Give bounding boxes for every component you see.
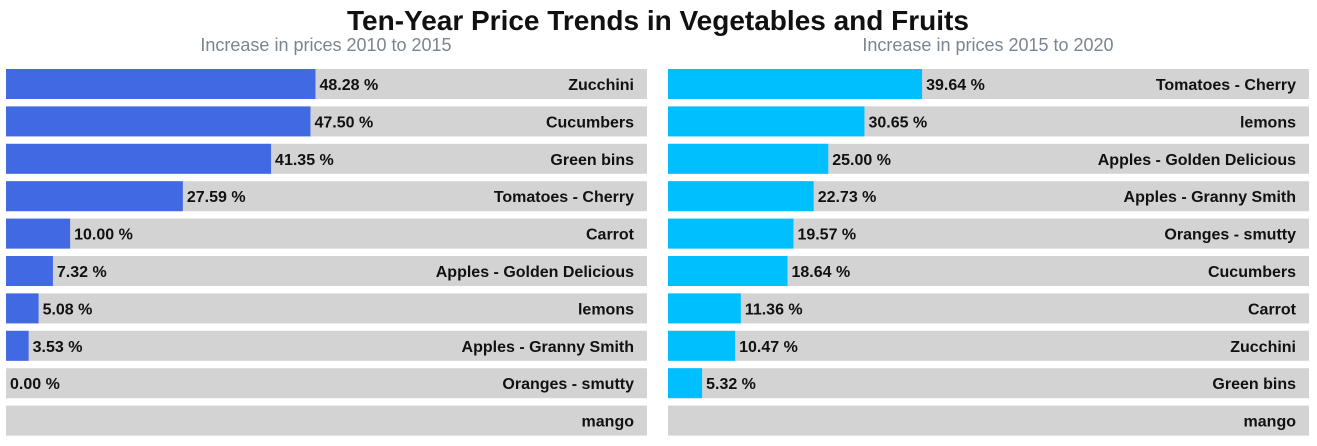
right-panel-subtitle: Increase in prices 2015 to 2020 [862, 35, 1113, 55]
right-value-label: 22.73 % [818, 189, 877, 206]
right-category-label: mango [1244, 414, 1297, 431]
left-bar [6, 330, 29, 361]
left-value-label: 5.08 % [43, 301, 93, 318]
right-bar [668, 368, 703, 399]
right-bar [668, 218, 794, 249]
right-value-label: 10.47 % [739, 339, 798, 356]
right-category-label: Carrot [1248, 301, 1297, 318]
left-bar-track [6, 256, 647, 286]
left-bar-row: 3.53 % Apples - Granny Smith [6, 330, 647, 361]
left-bar-row: 41.35 % Green bins [6, 143, 647, 174]
right-category-label: lemons [1240, 114, 1296, 131]
chart-title: Ten-Year Price Trends in Vegetables and … [347, 5, 969, 36]
right-bar-row: mango [668, 405, 1309, 436]
right-bar [668, 256, 788, 286]
right-category-label: Apples - Granny Smith [1124, 189, 1296, 206]
left-bar [6, 143, 272, 174]
left-value-label: 10.00 % [74, 227, 133, 244]
right-bar-track [668, 405, 1309, 436]
left-value-label: 3.53 % [33, 339, 83, 356]
right-bar-row: 39.64 % Tomatoes - Cherry [668, 69, 1309, 99]
left-panel-subtitle: Increase in prices 2010 to 2015 [200, 35, 451, 55]
left-bar-row: mango [6, 405, 647, 436]
left-bar-row: 7.32 % Apples - Golden Delicious [6, 256, 647, 286]
left-category-label: mango [582, 414, 635, 431]
right-category-label: Apples - Golden Delicious [1098, 152, 1296, 169]
left-category-label: Carrot [586, 227, 635, 244]
left-bar-row: 27.59 % Tomatoes - Cherry [6, 181, 647, 212]
right-value-label: 25.00 % [832, 152, 891, 169]
left-bar [6, 256, 53, 286]
right-category-label: Oranges - smutty [1164, 227, 1296, 244]
right-category-label: Zucchini [1230, 339, 1296, 356]
left-category-label: Apples - Granny Smith [462, 339, 634, 356]
left-value-label: 27.59 % [187, 189, 246, 206]
left-category-label: Zucchini [568, 77, 634, 94]
right-value-label: 30.65 % [868, 114, 927, 131]
left-value-label: 0.00 % [10, 376, 60, 393]
left-bar [6, 218, 71, 249]
left-category-label: Green bins [550, 152, 634, 169]
right-value-label: 11.36 % [745, 301, 803, 318]
left-value-label: 48.28 % [319, 77, 378, 94]
left-panel: Increase in prices 2010 to 2015 48.28 % Z… [6, 35, 647, 436]
left-bar [6, 106, 311, 137]
left-value-label: 7.32 % [57, 264, 107, 281]
left-category-label: lemons [578, 301, 634, 318]
right-bar [668, 69, 923, 99]
left-category-label: Apples - Golden Delicious [436, 264, 634, 281]
left-bar-row: 5.08 % lemons [6, 293, 647, 324]
left-value-label: 47.50 % [314, 114, 373, 131]
right-bar-row: 22.73 % Apples - Granny Smith [668, 181, 1309, 212]
left-category-label: Oranges - smutty [502, 376, 634, 393]
left-bar-track [6, 330, 647, 361]
right-category-label: Cucumbers [1208, 264, 1296, 281]
right-bar-row: 25.00 % Apples - Golden Delicious [668, 143, 1309, 174]
left-bar [6, 181, 183, 212]
left-bar-row: 0.00 % Oranges - smutty [6, 368, 647, 399]
right-category-label: Green bins [1212, 376, 1296, 393]
left-bar-row: 10.00 % Carrot [6, 218, 647, 249]
left-bar-row: 47.50 % Cucumbers [6, 106, 647, 137]
right-panel: Increase in prices 2015 to 2020 39.64 % T… [668, 35, 1309, 436]
right-category-label: Tomatoes - Cherry [1156, 77, 1296, 94]
right-bar [668, 106, 865, 137]
right-bar-row: 18.64 % Cucumbers [668, 256, 1309, 286]
right-bar-row: 11.36 % Carrot [668, 293, 1309, 324]
left-bar [6, 293, 39, 324]
right-bar [668, 181, 814, 212]
right-bar-row: 5.32 % Green bins [668, 368, 1309, 399]
right-bar-track [668, 368, 1309, 399]
right-value-label: 18.64 % [791, 264, 850, 281]
right-value-label: 19.57 % [797, 227, 856, 244]
right-bar-track [668, 330, 1309, 361]
left-bar-track [6, 218, 647, 249]
left-value-label: 41.35 % [275, 152, 334, 169]
left-bar-row: 48.28 % Zucchini [6, 69, 647, 99]
right-value-label: 39.64 % [926, 77, 985, 94]
right-bar-track [668, 293, 1309, 324]
left-bar [6, 69, 316, 99]
right-bar-row: 19.57 % Oranges - smutty [668, 218, 1309, 249]
left-category-label: Cucumbers [546, 114, 634, 131]
left-category-label: Tomatoes - Cherry [494, 189, 634, 206]
right-bar [668, 330, 736, 361]
right-value-label: 5.32 % [706, 376, 756, 393]
left-bar-track [6, 293, 647, 324]
right-bar-row: 10.47 % Zucchini [668, 330, 1309, 361]
right-bar [668, 143, 829, 174]
right-bar-row: 30.65 % lemons [668, 106, 1309, 137]
left-bar-track [6, 405, 647, 436]
right-bar [668, 293, 741, 324]
left-bar-track [6, 368, 647, 399]
